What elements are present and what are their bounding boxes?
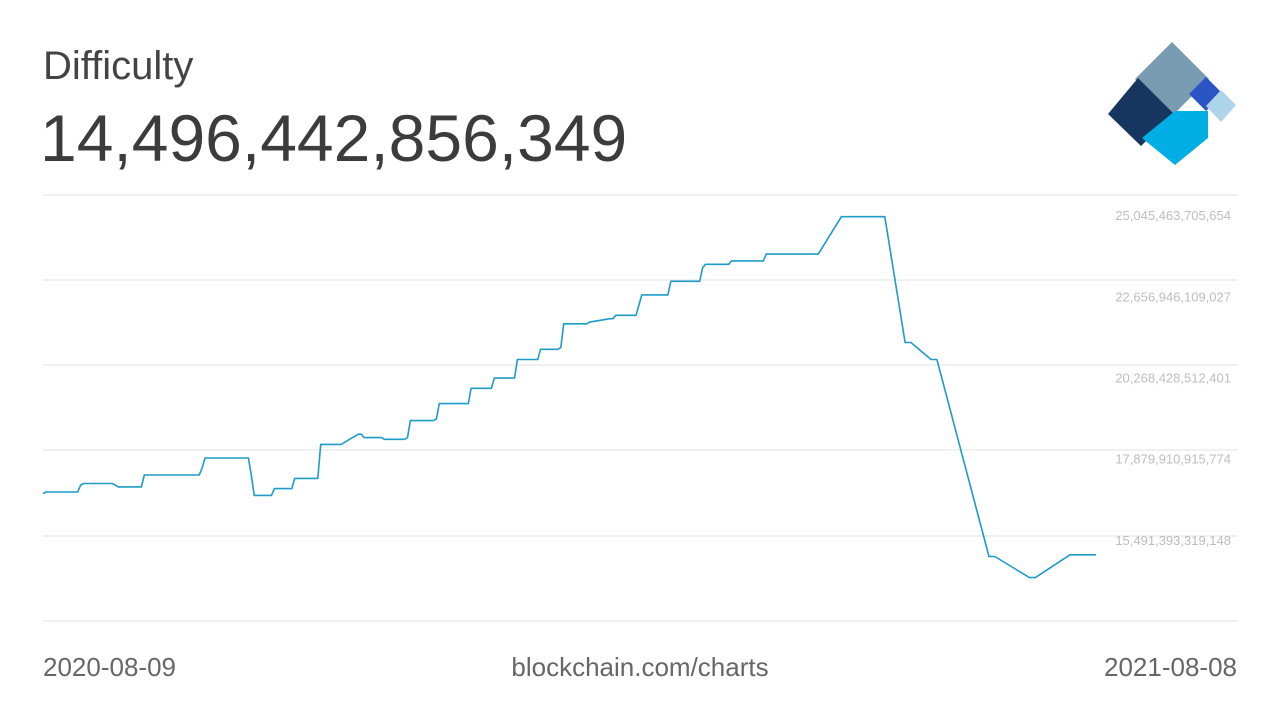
x-axis-start-date: 2020-08-09: [43, 652, 176, 682]
current-difficulty-value: 14,496,442,856,349: [40, 101, 628, 175]
chart-series-layer: [42, 215, 1096, 579]
logo-tile-cyan: [1142, 111, 1208, 165]
y-tick-label: 15,491,393,319,148: [1115, 533, 1231, 548]
chart-title: Difficulty: [43, 44, 194, 88]
difficulty-series-line: [42, 215, 1096, 579]
blockchain-diamond-logo-icon: [1108, 42, 1236, 165]
y-axis-tick-labels: 25,045,463,705,654 22,656,946,109,027 20,2…: [1115, 208, 1231, 548]
y-tick-label: 17,879,910,915,774: [1115, 452, 1231, 467]
logo-tile-light: [1206, 90, 1236, 122]
y-tick-label: 25,045,463,705,654: [1115, 208, 1231, 223]
x-axis-end-date: 2021-08-08: [1104, 652, 1237, 682]
chart-gridlines: [43, 194, 1238, 622]
y-tick-label: 22,656,946,109,027: [1115, 289, 1231, 304]
source-link-text[interactable]: blockchain.com/charts: [511, 652, 769, 682]
y-tick-label: 20,268,428,512,401: [1115, 371, 1231, 386]
